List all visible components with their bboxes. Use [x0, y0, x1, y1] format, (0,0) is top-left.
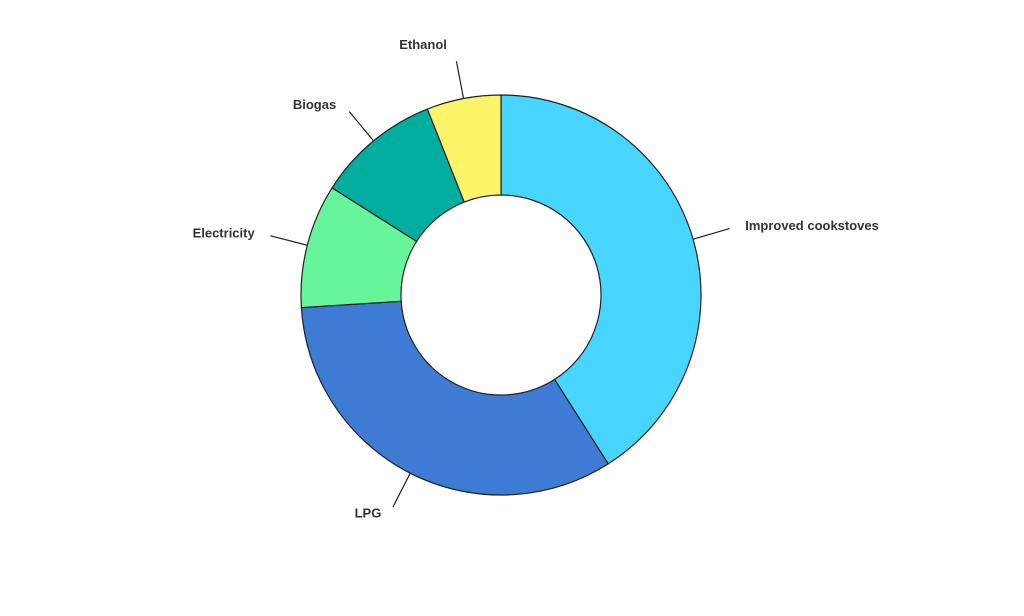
slice-label: Electricity	[193, 225, 256, 240]
slice-label: LPG	[355, 506, 382, 521]
leader-line	[348, 111, 374, 142]
slice-label: Biogas	[293, 97, 336, 112]
leader-line	[392, 472, 411, 508]
donut-slice	[426, 94, 502, 203]
leader-line	[692, 228, 730, 240]
leader-line	[455, 61, 465, 99]
slice-label: Ethanol	[399, 37, 447, 52]
donut-slice	[500, 94, 702, 465]
leader-line	[270, 235, 308, 246]
donut-slice	[300, 300, 609, 496]
slice-label: Improved cookstoves	[745, 218, 879, 233]
